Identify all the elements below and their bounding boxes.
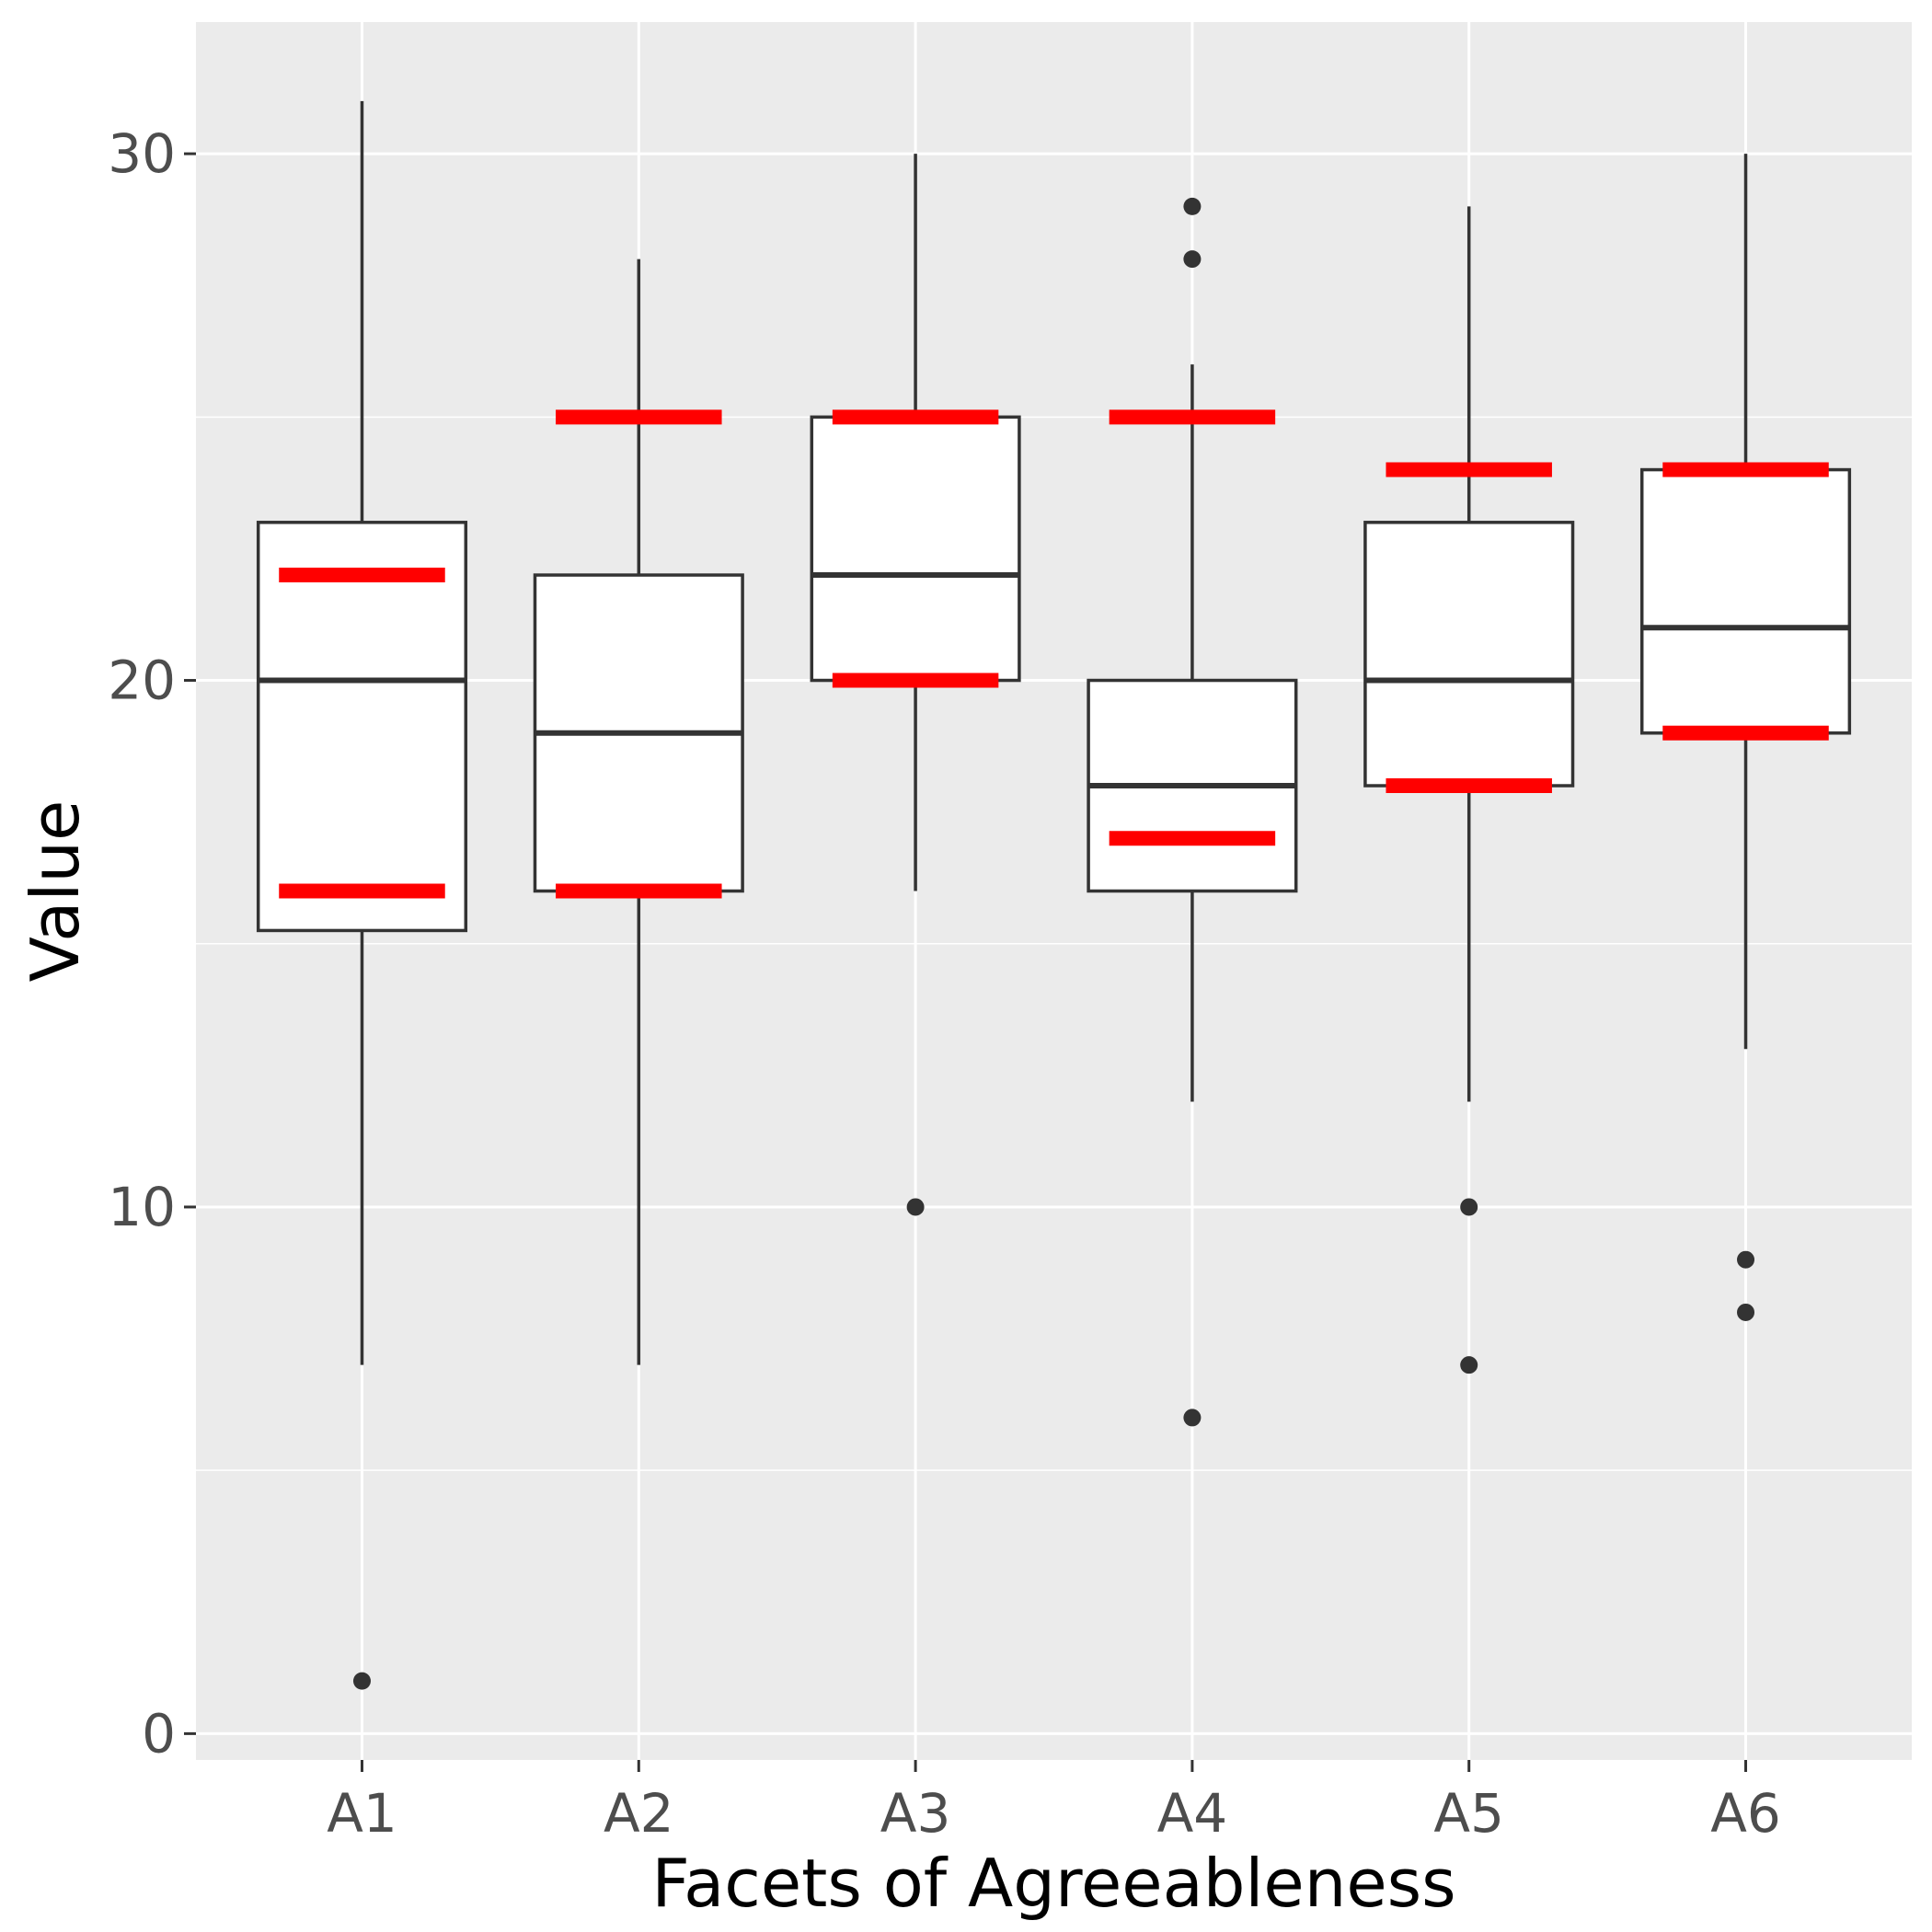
red-markers (279, 409, 1829, 899)
box-a6 (1639, 154, 1852, 1321)
outlier-point (352, 1672, 371, 1690)
iqr-box (1639, 467, 1852, 735)
iqr-box (1363, 521, 1575, 788)
outlier-point (1183, 1409, 1202, 1427)
iqr-box (256, 521, 468, 933)
outlier-point (1737, 1250, 1755, 1269)
iqr-box (810, 415, 1021, 683)
x-tick-label: A3 (880, 1782, 951, 1845)
axes: 0 10 20 30 A1 A2 A3 A4 A5 A6 (108, 122, 1781, 1845)
x-tick-label: A5 (1433, 1782, 1504, 1845)
y-tick-label: 0 (142, 1702, 176, 1765)
outlier-point (1460, 1356, 1478, 1374)
x-tick-label: A4 (1157, 1782, 1228, 1845)
box-a5 (1363, 206, 1575, 1374)
outlier-point (1737, 1303, 1755, 1321)
y-axis-title: Value (17, 800, 94, 983)
box-a2 (533, 259, 744, 1365)
boxes (256, 100, 1852, 1690)
x-axis-title: Facets of Agreeableness (651, 1845, 1455, 1922)
box-a1 (256, 100, 468, 1690)
box-a3 (810, 154, 1021, 1216)
outlier-point (1183, 250, 1202, 269)
y-tick-label: 30 (108, 122, 176, 185)
x-tick-label: A6 (1710, 1782, 1781, 1845)
outlier-point (906, 1198, 925, 1216)
outlier-point (1183, 197, 1202, 215)
box-a4 (1087, 197, 1298, 1427)
x-tick-label: A2 (604, 1782, 674, 1845)
y-tick-label: 10 (108, 1176, 176, 1238)
y-tick-label: 20 (108, 650, 176, 712)
outlier-point (1460, 1198, 1478, 1216)
x-tick-label: A1 (327, 1782, 397, 1845)
